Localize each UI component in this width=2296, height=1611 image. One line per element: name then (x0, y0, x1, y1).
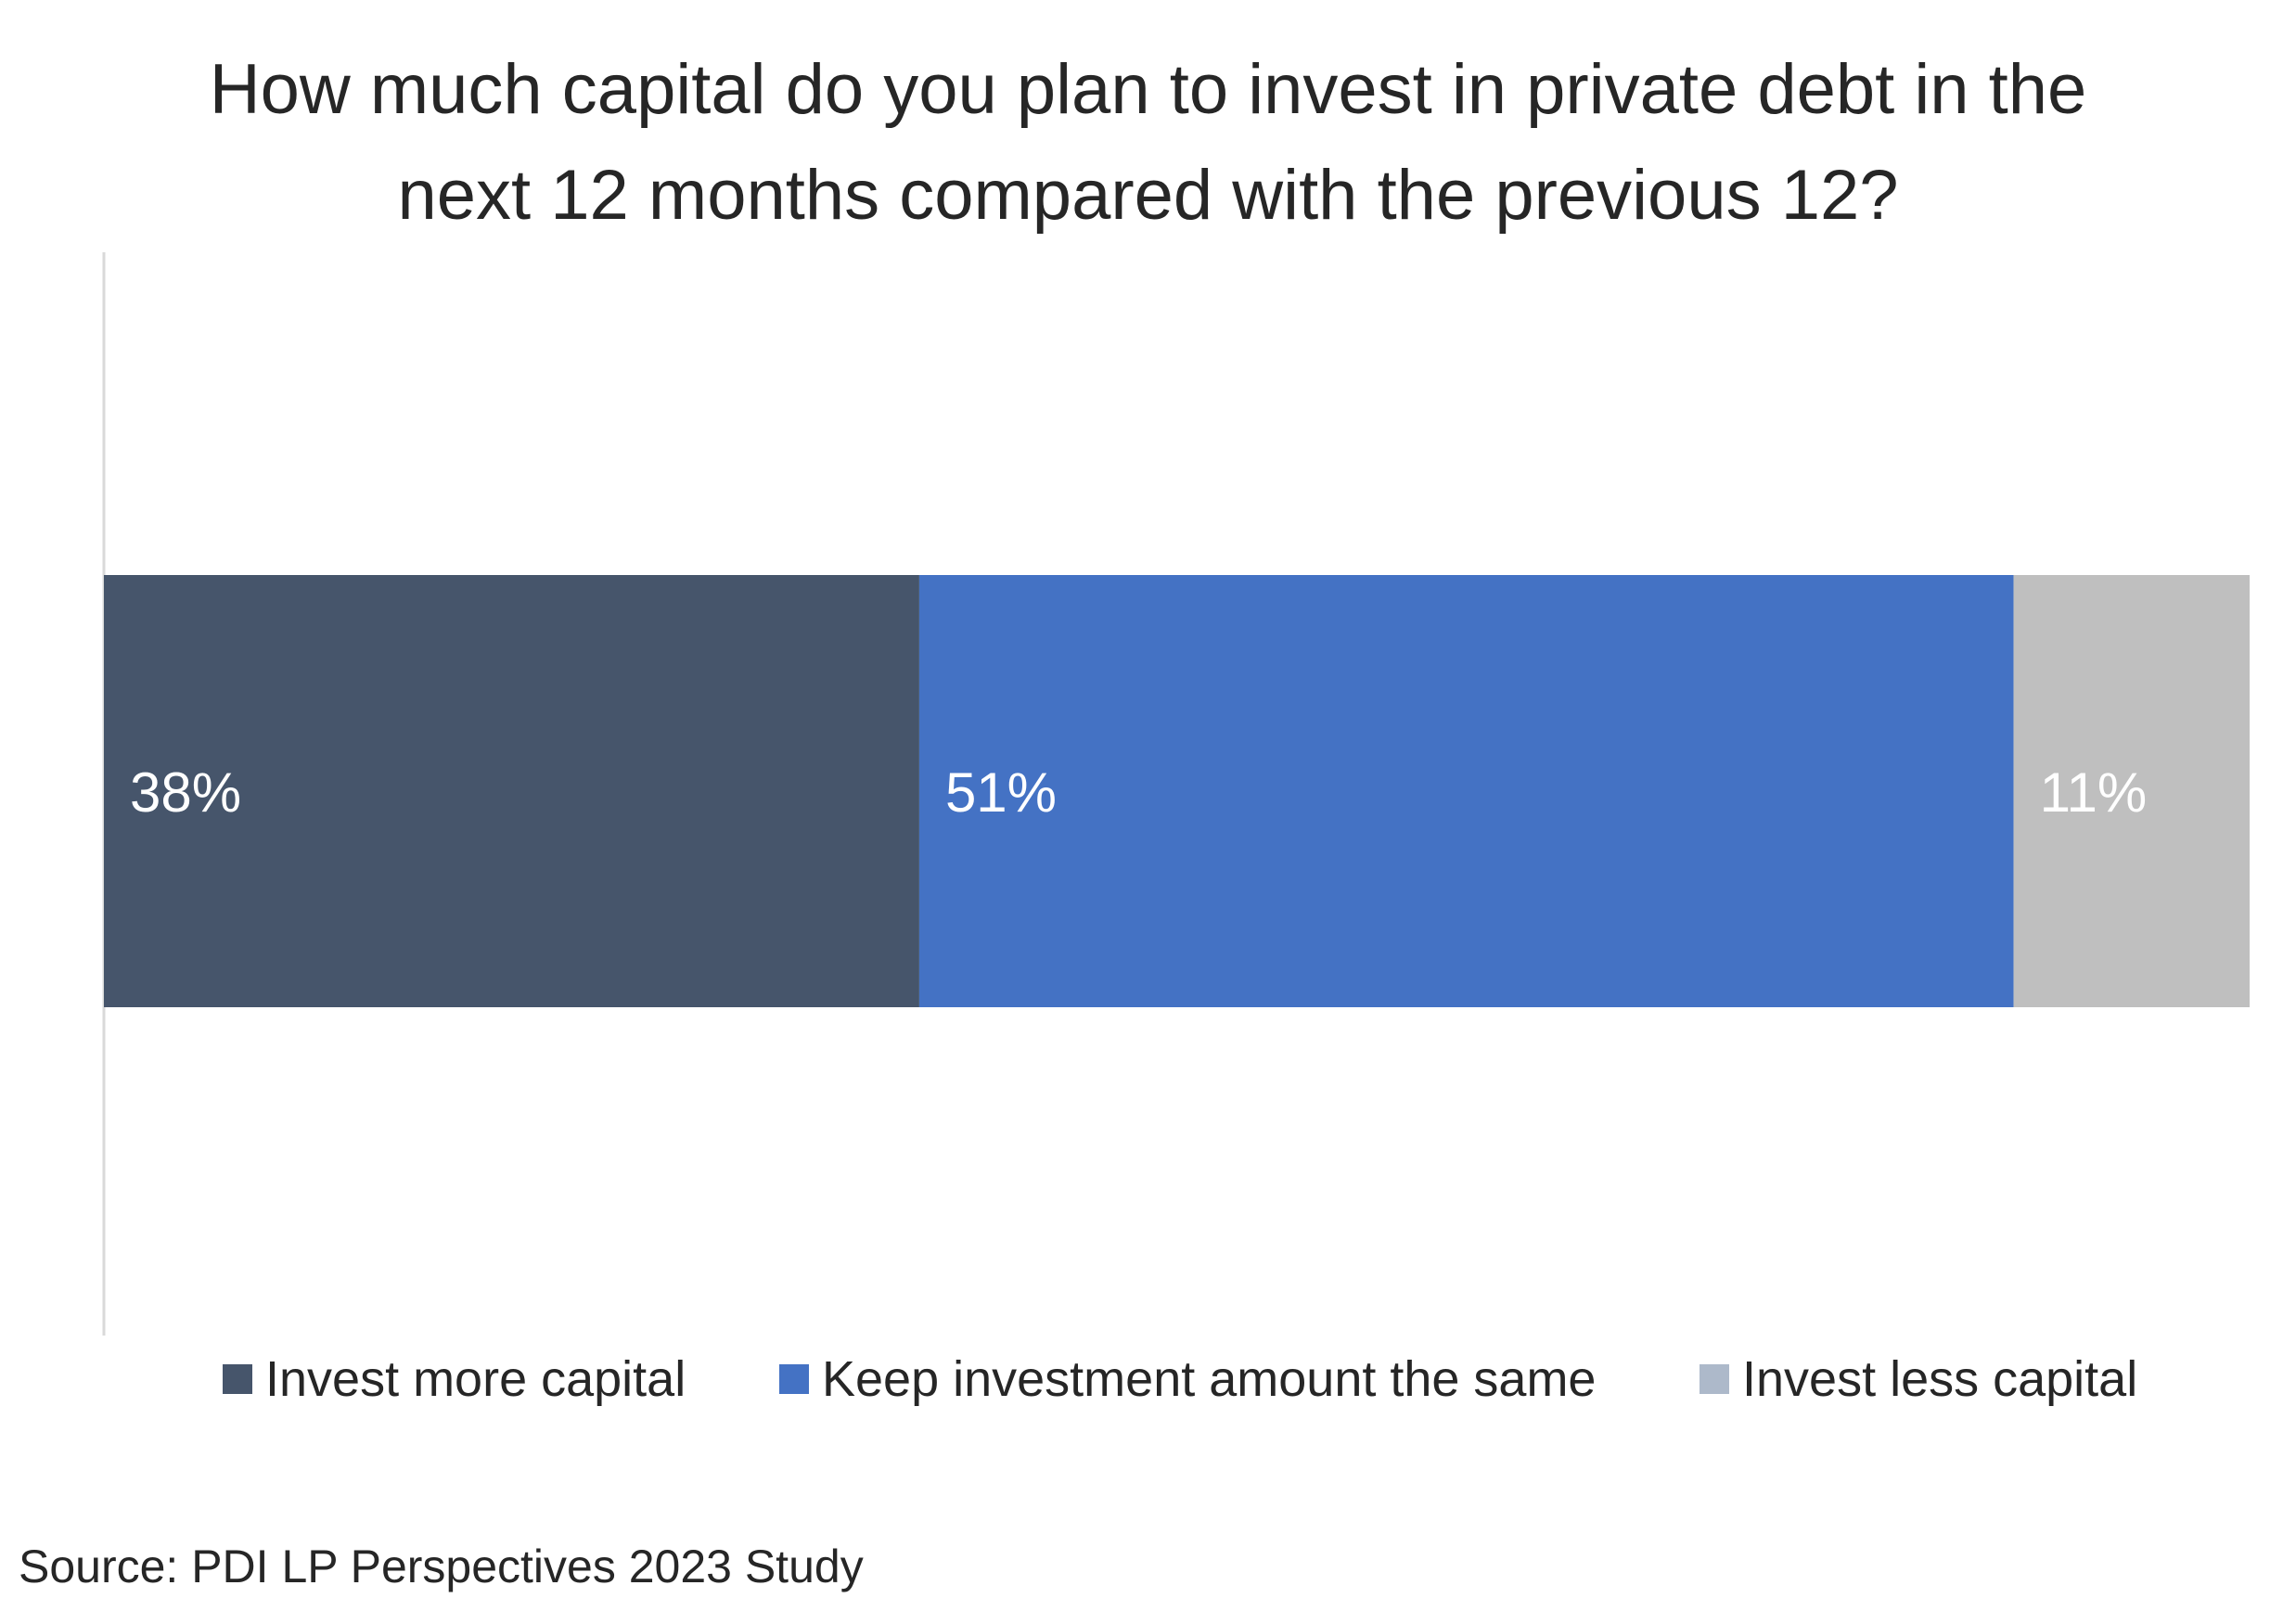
bar-segment-3 (2013, 575, 2250, 1007)
legend-item-invest-more: Invest more capital (223, 1347, 686, 1412)
bars-layer (104, 575, 2250, 1007)
data-label-3: 11% (2040, 761, 2148, 824)
legend-item-invest-less: Invest less capital (1700, 1347, 2137, 1412)
legend-label-invest-more: Invest more capital (265, 1351, 686, 1407)
chart-legend: Invest more capital Keep investment amou… (0, 1347, 2296, 1412)
bar-segment-1 (104, 575, 919, 1007)
chart-title: How much capital do you plan to invest i… (0, 37, 2296, 249)
legend-swatch-invest-less (1700, 1364, 1729, 1394)
legend-item-keep-same: Keep investment amount the same (779, 1347, 1596, 1412)
data-labels-layer: 38% 51% 11% (130, 761, 2147, 824)
legend-swatch-invest-more (223, 1364, 252, 1394)
legend-label-keep-same: Keep investment amount the same (822, 1351, 1597, 1407)
source-note: Source: PDI LP Perspectives 2023 Study (19, 1541, 864, 1592)
legend-swatch-keep-same (779, 1364, 809, 1394)
data-label-1: 38% (130, 761, 241, 824)
legend-label-invest-less: Invest less capital (1742, 1351, 2138, 1407)
bar-segment-2 (918, 575, 2014, 1007)
chart-title-line-2: next 12 months compared with the previou… (397, 156, 1899, 235)
data-label-2: 51% (945, 761, 1057, 824)
chart-title-line-1: How much capital do you plan to invest i… (209, 50, 2087, 129)
